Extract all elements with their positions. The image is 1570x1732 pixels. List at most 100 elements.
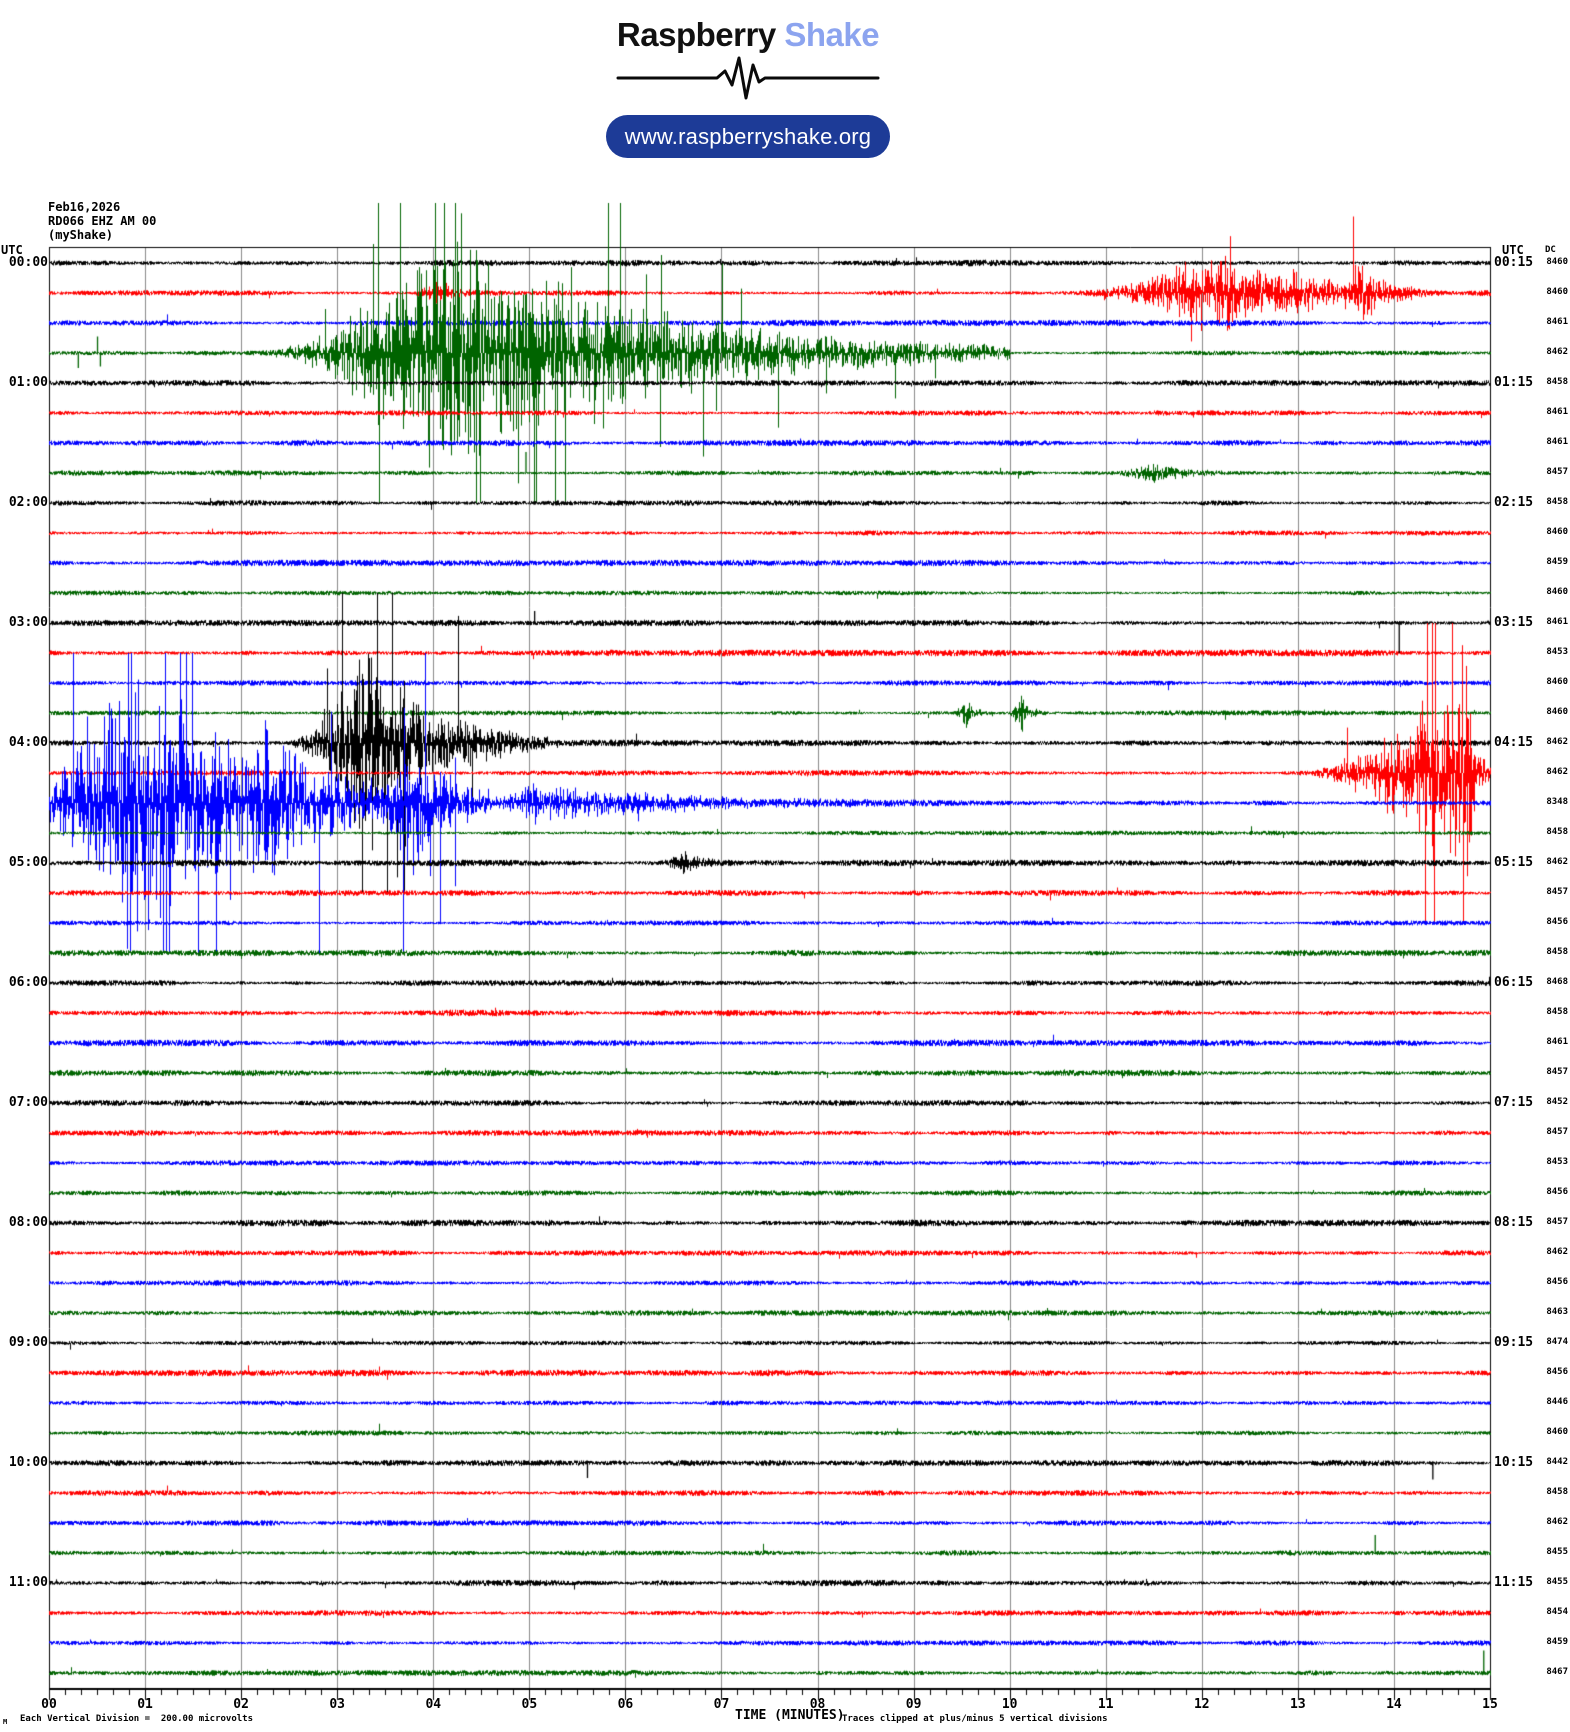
hour-label-left: 07:00: [8, 1095, 48, 1110]
dc-value: 8458: [1546, 377, 1568, 387]
hour-label-right: 07:15: [1494, 1095, 1534, 1110]
dc-value: 8461: [1546, 617, 1568, 627]
brand-logo: Raspberry Shake: [0, 16, 1496, 54]
dc-value: 8457: [1546, 1217, 1568, 1227]
hour-label-right: 08:15: [1494, 1215, 1534, 1230]
hour-label-right: 01:15: [1494, 375, 1534, 390]
hour-label-left: 09:00: [8, 1335, 48, 1350]
hour-label-left: 06:00: [8, 975, 48, 990]
dc-value: 8348: [1546, 797, 1568, 807]
x-axis-tick-label: 11: [1097, 1697, 1114, 1712]
dc-value: 8442: [1546, 1457, 1568, 1467]
hour-label-right: 06:15: [1494, 975, 1534, 990]
scale-marker: M: [3, 1718, 8, 1726]
utc-header-left: UTC: [1, 243, 23, 257]
x-axis-tick-label: 15: [1482, 1697, 1498, 1712]
hour-label-left: 10:00: [8, 1455, 48, 1470]
hour-label-right: 02:15: [1494, 495, 1534, 510]
hour-label-left: 02:00: [8, 495, 48, 510]
dc-value: 8462: [1546, 347, 1568, 357]
dc-value: 8461: [1546, 407, 1568, 417]
x-axis-tick-label: 08: [809, 1697, 826, 1712]
dc-value: 8456: [1546, 1277, 1568, 1287]
station-network: (myShake): [48, 228, 114, 242]
hour-label-right: 04:15: [1494, 735, 1534, 750]
dc-value: 8456: [1546, 1367, 1568, 1377]
dc-value: 8460: [1546, 287, 1568, 297]
dc-value: 8461: [1546, 437, 1568, 447]
utc-header-right: UTC: [1502, 243, 1524, 257]
x-axis-tick-label: 05: [521, 1697, 538, 1712]
x-axis-tick-label: 09: [905, 1697, 922, 1712]
hour-label-left: 05:00: [8, 855, 48, 870]
dc-value: 8456: [1546, 917, 1568, 927]
hour-label-left: 08:00: [8, 1215, 48, 1230]
x-axis-tick-label: 13: [1290, 1697, 1306, 1712]
brand-name-blue: Shake: [784, 16, 880, 53]
x-axis-tick-label: 14: [1386, 1697, 1402, 1712]
dc-value: 8460: [1546, 1427, 1568, 1437]
dc-value: 8453: [1546, 1157, 1568, 1167]
x-axis-tick-label: 02: [233, 1697, 249, 1712]
dc-value: 8458: [1546, 827, 1568, 837]
dc-value: 8456: [1546, 1187, 1568, 1197]
dc-value: 8461: [1546, 1037, 1568, 1047]
dc-value: 8446: [1546, 1397, 1568, 1407]
logo-waveform-icon: [0, 54, 1496, 106]
dc-value: 8458: [1546, 947, 1568, 957]
x-axis-tick-label: 12: [1193, 1697, 1210, 1712]
dc-value: 8452: [1546, 1097, 1568, 1107]
x-axis-tick-label: 00: [41, 1697, 57, 1712]
dc-value: 8457: [1546, 467, 1568, 477]
website-link[interactable]: www.raspberryshake.org: [606, 115, 890, 158]
dc-value: 8454: [1546, 1607, 1568, 1617]
hour-label-right: 00:15: [1494, 255, 1534, 270]
hour-label-left: 11:00: [8, 1575, 48, 1590]
header: Raspberry Shake www.raspberryshake.org: [0, 0, 1496, 158]
x-axis-tick-label: 10: [1001, 1697, 1018, 1712]
dc-value: 8457: [1546, 1127, 1568, 1137]
dc-value: 8463: [1546, 1307, 1568, 1317]
dc-value: 8462: [1546, 1517, 1568, 1527]
hour-label-right: 03:15: [1494, 615, 1534, 630]
dc-value: 8457: [1546, 887, 1568, 897]
plot-date: Feb16,2026: [48, 200, 121, 214]
dc-value: 8460: [1546, 257, 1568, 267]
clip-note: Traces clipped at plus/minus 5 vertical …: [842, 1714, 1108, 1724]
brand-name-black: Raspberry: [616, 16, 776, 53]
dc-value: 8462: [1546, 737, 1568, 747]
x-axis-tick-label: 03: [329, 1697, 346, 1712]
dc-value: 8455: [1546, 1577, 1568, 1587]
hour-label-right: 10:15: [1494, 1455, 1534, 1470]
dc-value: 8453: [1546, 647, 1568, 657]
dc-value: 8458: [1546, 497, 1568, 507]
dc-value: 8462: [1546, 767, 1568, 777]
x-axis-tick-label: 07: [713, 1697, 730, 1712]
dc-value: 8461: [1546, 317, 1568, 327]
dc-value: 8460: [1546, 677, 1568, 687]
dc-value: 8474: [1546, 1337, 1568, 1347]
dc-value: 8460: [1546, 587, 1568, 597]
dc-value: 8460: [1546, 707, 1568, 717]
dc-value: 8460: [1546, 527, 1568, 537]
hour-label-left: 00:00: [8, 255, 48, 270]
dc-value: 8455: [1546, 1547, 1568, 1557]
dc-value: 8462: [1546, 1247, 1568, 1257]
hour-label-left: 01:00: [8, 375, 48, 390]
dc-value: 8459: [1546, 1637, 1568, 1647]
dc-header: DC: [1545, 245, 1556, 255]
x-axis-tick-label: 06: [617, 1697, 634, 1712]
dc-value: 8457: [1546, 1067, 1568, 1077]
x-axis-title: TIME (MINUTES): [735, 1708, 845, 1723]
scale-note: Each Vertical Division = 200.00 microvol…: [20, 1714, 253, 1724]
hour-label-right: 05:15: [1494, 855, 1534, 870]
hour-label-right: 09:15: [1494, 1335, 1534, 1350]
dc-value: 8462: [1546, 857, 1568, 867]
hour-label-right: 11:15: [1494, 1575, 1534, 1590]
x-axis-tick-label: 04: [425, 1697, 442, 1712]
dc-value: 8458: [1546, 1007, 1568, 1017]
hour-label-left: 03:00: [8, 615, 48, 630]
dc-value: 8467: [1546, 1667, 1568, 1677]
dc-value: 8459: [1546, 557, 1568, 567]
